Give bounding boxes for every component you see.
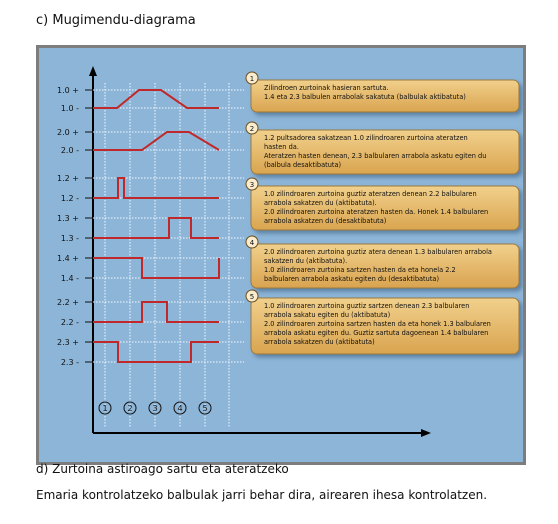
- note-line: 2.0 zilindroaren zurtoina ateratzen hast…: [264, 208, 488, 216]
- signal-trace: [93, 341, 219, 363]
- note-line: arrabola sakatzen du (aktibatuta): [264, 338, 375, 346]
- note-line: hasten da.: [264, 143, 299, 151]
- note-box: [250, 79, 520, 113]
- note-line: arrabola askatu egiten du. Guztiz sartut…: [264, 329, 488, 337]
- movement-diagram: 1.0 + 1.0 - 2.0 + 2.0 - 1.2 + 1.2 - 1.3 + 1.3 -…: [57, 66, 520, 437]
- signal-label-minus: 1.2 -: [61, 194, 79, 203]
- note-box: [250, 297, 520, 355]
- note-number-badge: [245, 235, 259, 249]
- note-box: [250, 185, 520, 231]
- step-marker: [198, 401, 212, 415]
- step-number: 3: [152, 404, 157, 413]
- step-number: 5: [202, 404, 207, 413]
- note-line: arrabola askatzen du (desaktibatuta): [264, 217, 386, 225]
- signal-label-plus: 1.0 +: [57, 86, 79, 95]
- note-line: 1.0 zilindroaren zurtoina sartzen hasten…: [264, 266, 456, 274]
- note-line: arrabola sakatzen du (aktibatuta).: [264, 199, 377, 207]
- note-line: Ateratzen hasten denean, 2.3 balbularen …: [264, 152, 486, 160]
- note-line: 2.0 zilindroaren zurtoina sartzen hasten…: [264, 320, 491, 328]
- note-number: 4: [250, 239, 255, 247]
- signal-label-minus: 2.0 -: [61, 146, 79, 155]
- note-number-badge: [245, 289, 259, 303]
- step-number: 1: [102, 404, 107, 413]
- note-number: 2: [250, 125, 254, 133]
- note-line: 2.0 zilindroaren zurtoina guztiz atera d…: [264, 248, 492, 256]
- signal-trace: [93, 177, 219, 199]
- signal-label-minus: 2.3 -: [61, 358, 79, 367]
- signal-trace: [93, 89, 219, 109]
- note-line: 1.0 zilindroaren zurtoina guztiz ateratz…: [264, 190, 477, 198]
- paragraph: Emaria kontrolatzeko balbulak jarri beha…: [36, 488, 488, 502]
- note-line: 1.4 eta 2.3 balbulen arrabolak sakatuta …: [264, 93, 466, 101]
- step-number: 4: [177, 404, 182, 413]
- note-line: sakatzen du (aktibatuta).: [264, 257, 347, 265]
- signal-label-minus: 1.4 -: [61, 274, 79, 283]
- signal-trace: [93, 217, 219, 239]
- note-number: 5: [250, 293, 254, 301]
- section-c-heading: c) Mugimendu-diagrama: [36, 13, 196, 28]
- y-axis-arrow: [89, 66, 97, 76]
- section-d-heading: d) Zurtoina astiroago sartu eta ateratze…: [36, 462, 289, 476]
- signal-label-plus: 2.2 +: [57, 298, 79, 307]
- x-axis-arrow: [421, 429, 431, 437]
- note-number: 3: [250, 181, 254, 189]
- note-line: Zilindroen zurtoinak hasieran sartuta.: [264, 84, 389, 92]
- signal-label-plus: 1.4 +: [57, 254, 79, 263]
- signal-trace: [93, 131, 220, 151]
- signal-label-minus: 2.2 -: [61, 318, 79, 327]
- step-marker: [148, 401, 162, 415]
- note-number: 1: [250, 75, 254, 83]
- note-number-badge: [245, 121, 259, 135]
- signal-label-minus: 1.0 -: [61, 104, 79, 113]
- note-number-badge: [245, 71, 259, 85]
- note-line: balbularen arrabola askatu egiten du (de…: [264, 275, 439, 283]
- signal-label-minus: 1.3 -: [61, 234, 79, 243]
- note-number-badge: [245, 177, 259, 191]
- note-line: 1.0 zilindroaren zurtoina guztiz sartzen…: [264, 302, 469, 310]
- note-box: [250, 243, 520, 289]
- note-line: arrabola sakatu egiten du (aktibatuta): [264, 311, 390, 319]
- note-line: 1.2 pultsadorea sakatzean 1.0 zilindroar…: [264, 134, 468, 142]
- step-marker: [98, 401, 112, 415]
- movement-diagram-panel: 1.0 + 1.0 - 2.0 + 2.0 - 1.2 + 1.2 - 1.3 + 1.3 -…: [36, 45, 526, 465]
- signal-label-plus: 1.2 +: [57, 174, 79, 183]
- step-number: 2: [127, 404, 132, 413]
- signal-label-plus: 1.3 +: [57, 214, 79, 223]
- signal-trace: [93, 257, 220, 279]
- note-line: (balbula desaktibatuta): [264, 161, 341, 169]
- signal-label-plus: 2.3 +: [57, 338, 79, 347]
- signal-label-plus: 2.0 +: [57, 128, 79, 137]
- signal-trace: [93, 301, 219, 323]
- step-marker: [173, 401, 187, 415]
- note-box: [250, 129, 520, 175]
- step-marker: [123, 401, 137, 415]
